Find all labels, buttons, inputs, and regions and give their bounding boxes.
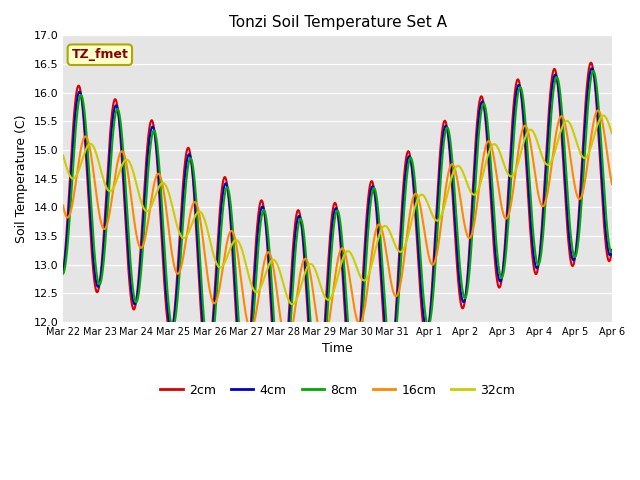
32cm	[423, 199, 431, 204]
2cm	[243, 375, 250, 381]
2cm	[312, 407, 320, 412]
4cm	[543, 151, 551, 156]
32cm	[289, 301, 296, 307]
32cm	[543, 162, 551, 168]
32cm	[181, 235, 189, 240]
32cm	[60, 152, 67, 158]
Title: Tonzi Soil Temperature Set A: Tonzi Soil Temperature Set A	[228, 15, 447, 30]
Line: 16cm: 16cm	[63, 110, 612, 344]
2cm	[543, 135, 551, 141]
8cm	[181, 190, 189, 196]
2cm	[60, 269, 67, 275]
4cm	[495, 276, 502, 281]
2cm	[423, 332, 431, 338]
4cm	[181, 171, 189, 177]
8cm	[543, 174, 551, 180]
2cm	[587, 60, 595, 66]
2cm	[495, 284, 502, 290]
16cm	[594, 108, 602, 113]
Legend: 2cm, 4cm, 8cm, 16cm, 32cm: 2cm, 4cm, 8cm, 16cm, 32cm	[156, 379, 520, 402]
32cm	[608, 131, 616, 136]
8cm	[168, 324, 176, 329]
4cm	[423, 327, 431, 333]
32cm	[495, 146, 502, 152]
8cm	[60, 271, 67, 276]
32cm	[243, 264, 250, 270]
Line: 4cm: 4cm	[63, 68, 612, 403]
4cm	[314, 400, 321, 406]
32cm	[599, 113, 607, 119]
8cm	[495, 264, 502, 270]
2cm	[168, 328, 176, 334]
8cm	[589, 68, 597, 74]
4cm	[588, 65, 596, 71]
16cm	[283, 341, 291, 347]
2cm	[608, 247, 616, 253]
16cm	[543, 192, 551, 198]
Line: 8cm: 8cm	[63, 71, 612, 400]
Text: TZ_fmet: TZ_fmet	[72, 48, 128, 61]
16cm	[168, 250, 176, 256]
16cm	[608, 181, 616, 187]
32cm	[168, 202, 176, 207]
Line: 32cm: 32cm	[63, 116, 612, 304]
16cm	[181, 242, 189, 248]
Y-axis label: Soil Temperature (C): Soil Temperature (C)	[15, 114, 28, 243]
16cm	[243, 315, 250, 321]
8cm	[608, 249, 616, 255]
2cm	[181, 158, 189, 164]
8cm	[315, 397, 323, 403]
4cm	[608, 247, 616, 253]
16cm	[423, 244, 431, 250]
16cm	[495, 186, 502, 192]
8cm	[243, 380, 250, 386]
Line: 2cm: 2cm	[63, 63, 612, 409]
X-axis label: Time: Time	[322, 342, 353, 355]
4cm	[243, 376, 250, 382]
4cm	[60, 269, 67, 275]
4cm	[168, 326, 176, 332]
8cm	[423, 321, 431, 326]
16cm	[60, 203, 67, 208]
